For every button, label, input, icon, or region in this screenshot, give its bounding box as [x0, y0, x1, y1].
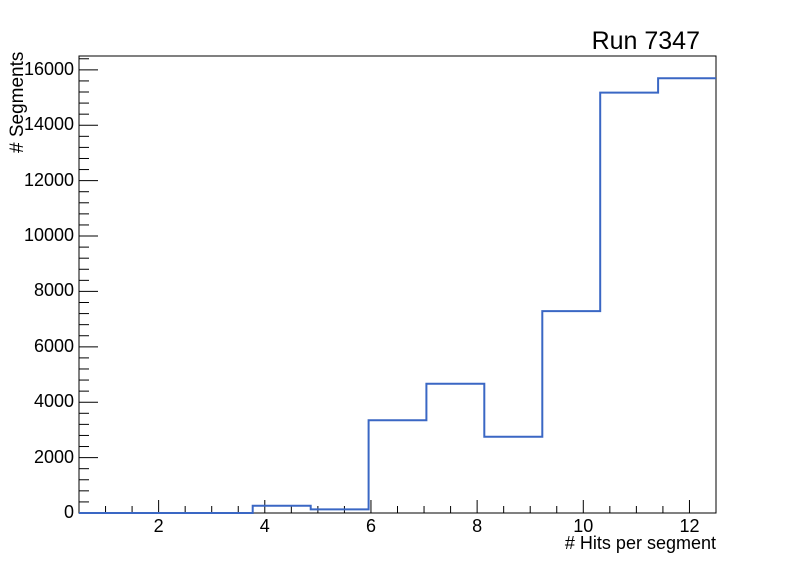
chart-title: Run 7347 [591, 27, 700, 55]
histogram-step-line [79, 77, 716, 514]
x-axis-title: # Hits per segment [564, 533, 716, 553]
y-tick-label: 14000 [23, 114, 74, 135]
y-tick-label: 4000 [33, 391, 74, 412]
y-tick-label: 16000 [23, 58, 74, 79]
y-tick-label: 8000 [33, 280, 74, 301]
x-tick-label: 10 [573, 516, 594, 536]
x-tick-label: 4 [259, 516, 270, 536]
x-tick-label: 6 [365, 516, 376, 536]
y-tick-label: 2000 [33, 446, 74, 467]
y-tick-label: 10000 [23, 225, 74, 246]
x-tick-label: 2 [153, 516, 164, 536]
x-tick-label: 12 [679, 516, 700, 536]
y-tick-label: 6000 [33, 335, 74, 356]
y-tick-label: 0 [63, 502, 74, 523]
y-tick-label: 12000 [23, 169, 74, 190]
plot-frame [78, 55, 717, 514]
x-tick-label: 8 [472, 516, 483, 536]
